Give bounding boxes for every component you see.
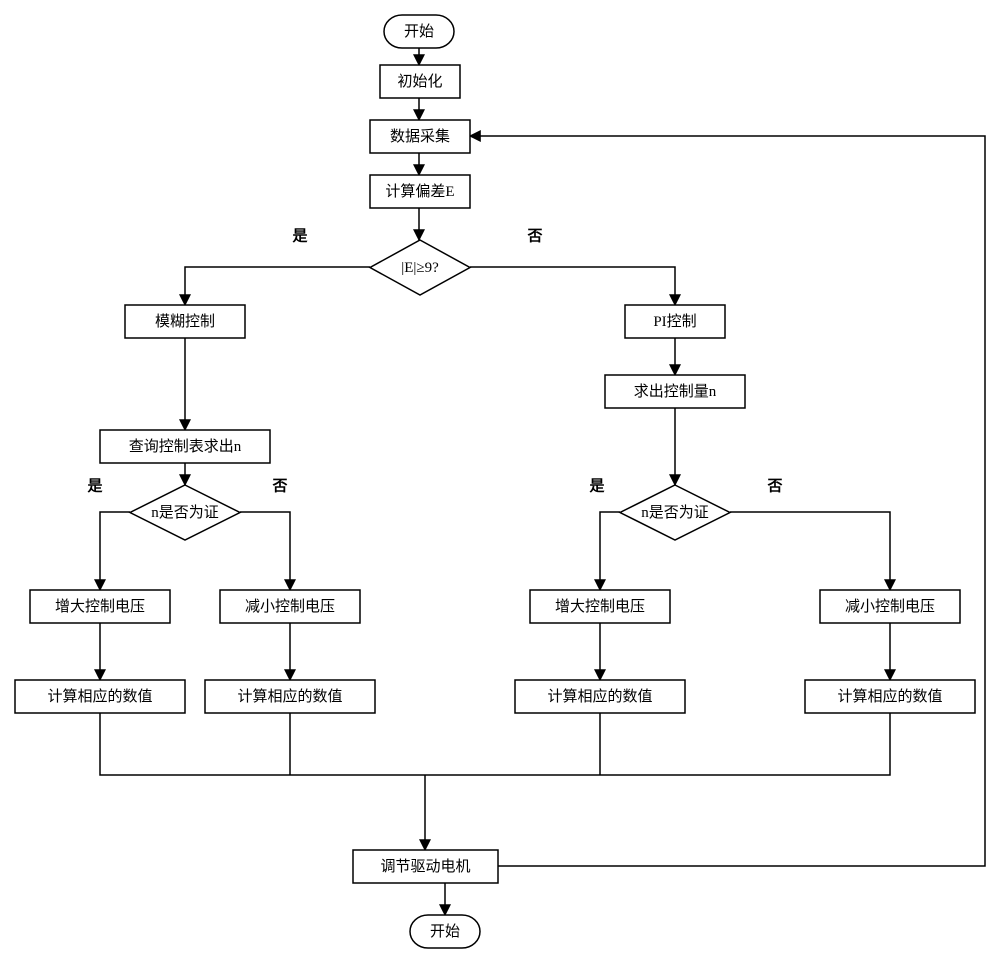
node-cL1-label: 计算相应的数值	[47, 687, 152, 705]
edge-e5	[185, 267, 370, 305]
node-decR: 减小控制电压	[820, 590, 960, 623]
node-ctrln: 求出控制量n	[605, 375, 745, 408]
edge-e6	[470, 267, 675, 305]
node-d2r: n是否为证	[620, 485, 730, 540]
node-start-label: 开始	[404, 23, 434, 40]
node-acq: 数据采集	[370, 120, 470, 153]
edge-e14	[730, 512, 890, 590]
node-start: 开始	[384, 15, 454, 48]
node-cR1-label: 计算相应的数值	[547, 687, 652, 705]
edge-e6-label: 否	[526, 227, 542, 244]
node-fuzzy-label: 模糊控制	[155, 313, 215, 330]
node-cR2: 计算相应的数值	[805, 680, 975, 713]
node-decL-label: 减小控制电压	[245, 598, 335, 615]
node-end: 开始	[410, 915, 480, 948]
node-decL: 减小控制电压	[220, 590, 360, 623]
node-cR2-label: 计算相应的数值	[837, 687, 942, 705]
node-incR-label: 增大控制电压	[555, 598, 645, 615]
node-calcE: 计算偏差E	[370, 175, 470, 208]
edge-e5-label: 是	[291, 227, 308, 244]
edge-e13-label: 是	[588, 477, 605, 494]
node-pi-label: PI控制	[653, 313, 696, 330]
node-cR1: 计算相应的数值	[515, 680, 685, 713]
edge-e11-label: 是	[86, 477, 103, 494]
edge-e12	[240, 512, 290, 590]
node-d2r-label: n是否为证	[641, 504, 709, 521]
node-d1-label: |E|≥9?	[401, 260, 439, 276]
node-end-label: 开始	[430, 923, 460, 940]
node-acq-label: 数据采集	[390, 128, 450, 145]
node-d2l-label: n是否为证	[151, 504, 219, 521]
node-cL2-label: 计算相应的数值	[237, 687, 342, 705]
edge-e14-label: 否	[766, 477, 782, 494]
node-decR-label: 减小控制电压	[845, 598, 935, 615]
node-lookup-label: 查询控制表求出n	[129, 438, 242, 455]
node-calcE-label: 计算偏差E	[385, 182, 454, 200]
node-init-label: 初始化	[397, 73, 442, 90]
node-adj: 调节驱动电机	[353, 850, 498, 883]
edge-e12-label: 否	[271, 477, 287, 494]
node-cL1: 计算相应的数值	[15, 680, 185, 713]
edge-e11	[100, 512, 130, 590]
node-d2l: n是否为证	[130, 485, 240, 540]
node-cL2: 计算相应的数值	[205, 680, 375, 713]
node-fuzzy: 模糊控制	[125, 305, 245, 338]
node-incL-label: 增大控制电压	[55, 598, 145, 615]
node-pi: PI控制	[625, 305, 725, 338]
node-init: 初始化	[380, 65, 460, 98]
edge-m1	[100, 713, 425, 775]
node-incL: 增大控制电压	[30, 590, 170, 623]
edge-e13	[600, 512, 620, 590]
edge-m4	[425, 713, 890, 775]
node-incR: 增大控制电压	[530, 590, 670, 623]
flowchart: 开始初始化数据采集计算偏差E|E|≥9?模糊控制PI控制查询控制表求出n求出控制…	[0, 0, 1000, 961]
node-adj-label: 调节驱动电机	[380, 858, 470, 875]
node-lookup: 查询控制表求出n	[100, 430, 270, 463]
node-d1: |E|≥9?	[370, 240, 470, 295]
node-ctrln-label: 求出控制量n	[634, 383, 717, 400]
edge-fb	[470, 136, 985, 866]
